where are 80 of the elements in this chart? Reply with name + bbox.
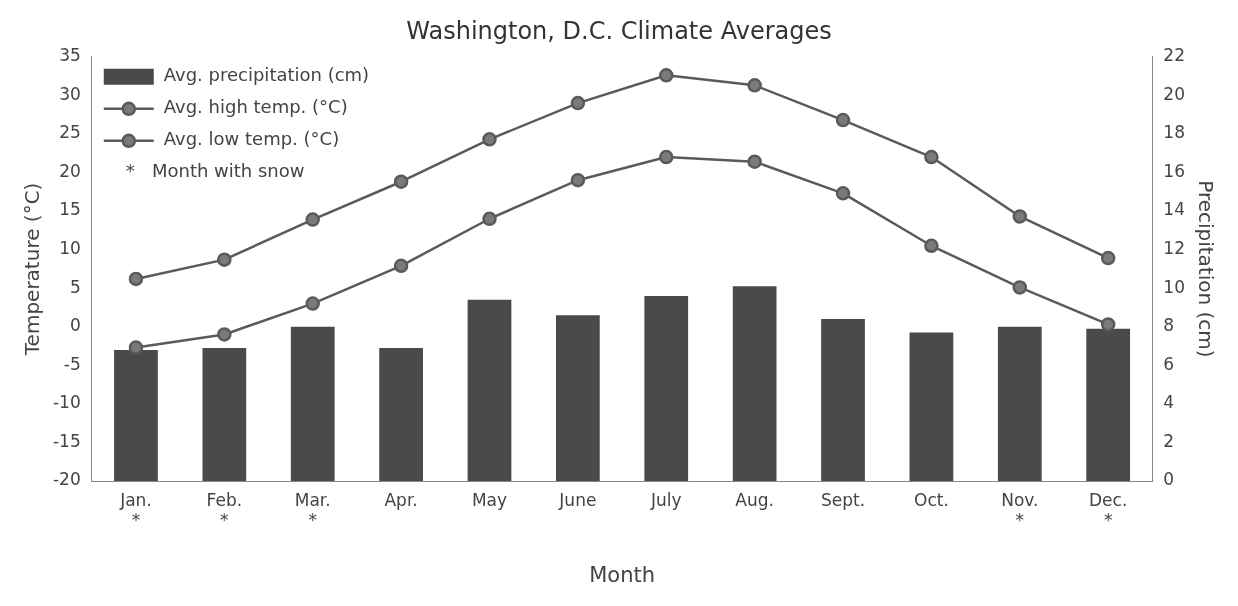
bar [467,299,512,481]
point [747,154,762,169]
bar [114,349,158,481]
y2-tick-label: 2 [1163,430,1175,451]
point [1012,209,1028,224]
y-tick-label: 0 [69,315,81,336]
x-tick-label: Feb. * [206,489,243,531]
point [393,258,409,274]
y2-tick-label: 22 [1163,45,1186,66]
x-tick-label: Dec. * [1089,489,1128,531]
point [217,252,232,267]
y-tick-label: -10 [52,392,81,413]
y2-tick-label: 16 [1163,160,1186,181]
y2-tick-label: 12 [1163,238,1186,259]
point [924,238,939,254]
y-tick-label: 35 [59,45,81,66]
y2-tick-label: 4 [1163,392,1175,413]
point [835,186,851,201]
legend-label: Avg. high temp. (°C) [163,96,348,118]
point [835,112,851,128]
point [570,172,586,188]
point [482,132,497,147]
bar [644,295,689,481]
legend-label: Avg. precipitation (cm) [163,64,370,86]
point [1100,250,1116,266]
x-axis-title: Month [589,562,655,587]
y2-axis-title: Precipitation (cm) [1193,180,1218,358]
x-tick-label: Nov. * [1001,489,1039,531]
y-tick-label: 15 [59,199,81,220]
point [1100,317,1116,332]
point [570,95,586,111]
y-tick-label: -20 [52,469,81,490]
point [747,78,762,93]
legend-label: Avg. low temp. (°C) [163,128,340,150]
bar [290,326,335,481]
bar [556,315,600,481]
point [128,340,144,355]
y2-tick-label: 0 [1163,469,1175,490]
point [128,271,144,287]
y-tick-label: -5 [63,353,81,374]
y-tick-label: 30 [59,83,81,104]
y-axis-title: Temperature (°C) [20,182,45,357]
x-tick-label: Apr. [384,489,418,510]
y2-tick-label: 10 [1163,276,1186,297]
point [217,327,232,342]
chart-title: Washington, D.C. Climate Averages [406,16,832,45]
bar [821,319,865,481]
y-tick-label: -15 [52,430,81,451]
x-tick-label: Aug. [735,489,774,510]
y2-tick-label: 6 [1163,353,1175,374]
x-tick-label: Jan. * [119,489,152,531]
x-tick-label: July [649,489,682,510]
x-tick-label: June [558,489,597,510]
y2-tick-label: 14 [1163,199,1186,220]
y-tick-label: 20 [59,160,81,181]
point [924,149,939,165]
point [305,212,320,227]
bar [997,326,1042,481]
point [659,149,674,165]
point [482,211,497,227]
x-tick-label: Sept. [820,489,866,510]
bar [379,347,423,481]
y2-tick-label: 8 [1163,315,1175,336]
bar [1086,328,1131,481]
y-tick-label: 25 [59,122,81,143]
y2-tick-label: 18 [1163,122,1186,143]
y2-tick-label: 20 [1163,83,1186,104]
y-tick-label: 10 [59,238,81,259]
point [305,296,320,311]
x-tick-label: Oct. [914,489,949,510]
bar [909,332,954,481]
point [393,174,409,189]
x-tick-label: May [471,489,508,510]
x-tick-label: Mar. * [294,489,331,531]
y-tick-label: 5 [69,276,81,297]
point [659,68,674,83]
bar [202,347,247,481]
bar [732,286,777,481]
point [1012,280,1028,295]
annotation: * Month with snow [125,160,305,182]
